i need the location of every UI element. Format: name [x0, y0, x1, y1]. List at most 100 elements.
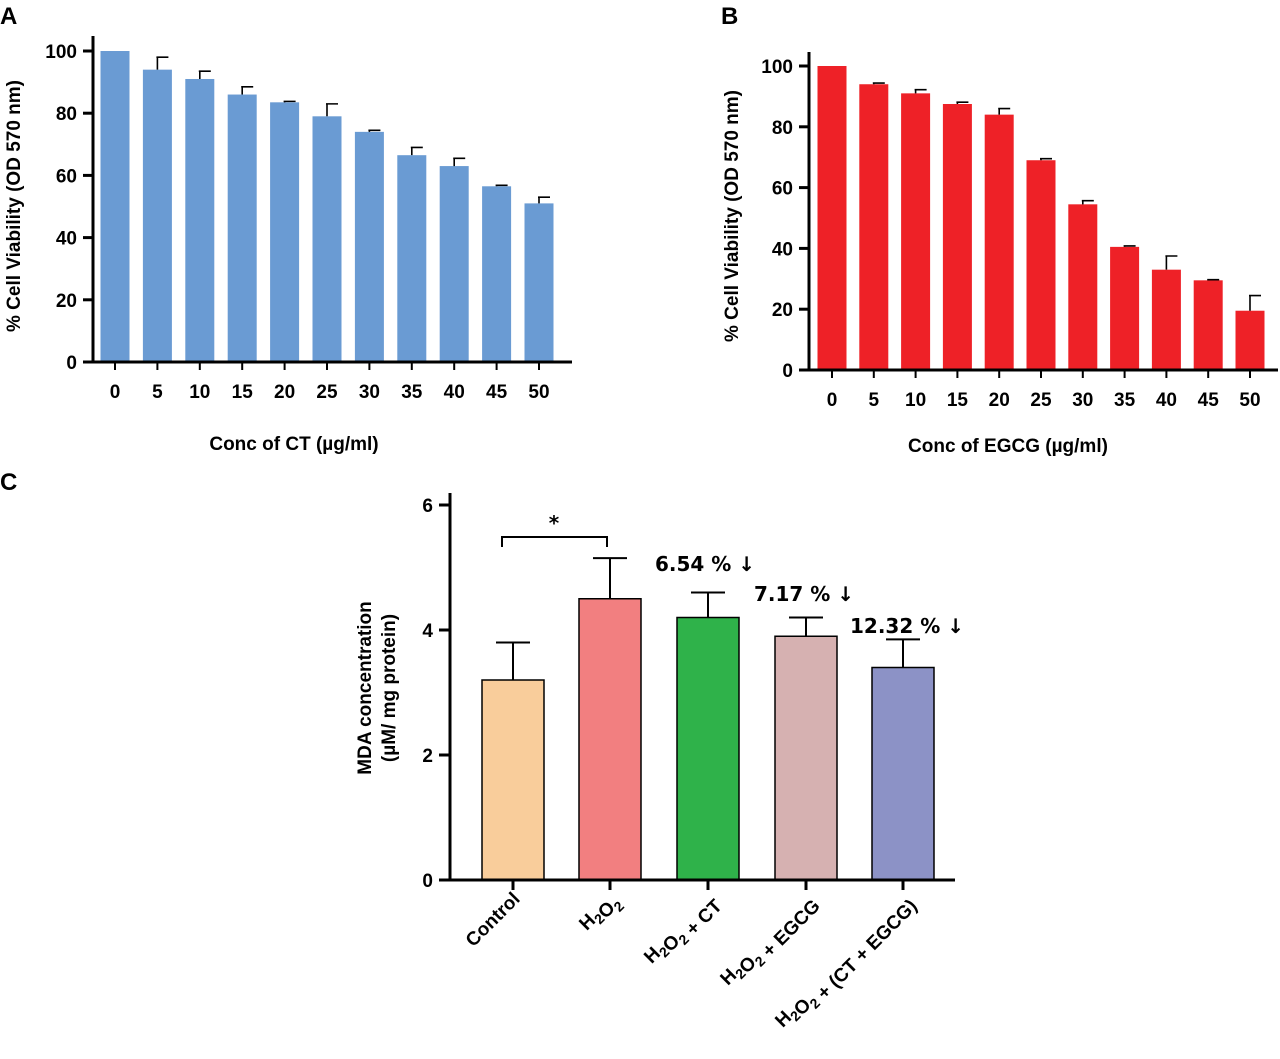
- b-bar-50: [1235, 310, 1265, 370]
- panel-a-x-title: Conc of CT (µg/ml): [209, 434, 378, 455]
- b-x-tick-label: 15: [947, 390, 969, 411]
- panel-c-y-title-line2: (µM/ mg protein): [379, 614, 400, 762]
- a-error-bar-30: [368, 129, 381, 132]
- b-bar-10: [901, 93, 931, 371]
- a-y-tick-label: 80: [56, 104, 77, 125]
- a-error-bar-5: [156, 56, 169, 70]
- a-bar-5: [142, 69, 172, 362]
- panel-b-x-title: Conc of EGCG (µg/ml): [908, 436, 1108, 457]
- a-x-tick-label: 0: [110, 382, 121, 403]
- panel-c-error-bar-4: [886, 638, 920, 668]
- panel-letter-a: A: [0, 3, 17, 30]
- a-x-tick-label: 50: [528, 382, 549, 403]
- panel-c-y-ticks: 0 2 4 6: [422, 496, 450, 892]
- a-y-tick-label: 0: [66, 353, 77, 374]
- panel-a-y-title: % Cell Viability (OD 570 nm): [4, 80, 25, 332]
- panel-c-bar-4: [871, 666, 935, 881]
- panel-c-error-bar-3: [789, 616, 823, 637]
- b-y-tick-label: 40: [772, 239, 793, 260]
- panel-letter-b: B: [721, 3, 738, 30]
- reduction-label-combo: 12.32 % ↓: [850, 614, 964, 638]
- a-bar-45: [482, 186, 512, 362]
- panel-c-x-label-0: Control: [462, 889, 525, 952]
- a-bar-25: [312, 116, 342, 362]
- a-bar-40: [439, 166, 469, 362]
- b-x-tick-label: 35: [1114, 390, 1136, 411]
- b-error-bar-40: [1165, 255, 1178, 270]
- a-y-tick-label: 40: [56, 229, 77, 250]
- b-x-tick-label: 45: [1198, 390, 1220, 411]
- b-error-bar-30: [1081, 199, 1094, 205]
- b-bar-25: [1026, 160, 1056, 370]
- reduction-label-ct: 6.54 % ↓: [655, 552, 755, 576]
- b-y-tick-label: 0: [782, 361, 793, 382]
- b-x-tick-label: 0: [827, 390, 838, 411]
- b-error-bar-45: [1207, 278, 1220, 281]
- b-error-bar-15: [956, 101, 969, 104]
- b-y-tick-label: 60: [772, 179, 793, 200]
- a-x-tick-label: 30: [359, 382, 380, 403]
- b-x-tick-label: 5: [869, 390, 880, 411]
- b-error-bar-35: [1123, 245, 1136, 247]
- a-y-tick-label: 60: [56, 166, 77, 187]
- panel-c-bar-1: [578, 598, 642, 881]
- panel-c-bar-2: [676, 616, 740, 881]
- b-error-bar-50: [1249, 294, 1261, 311]
- b-y-tick-label: 20: [772, 300, 793, 321]
- panel-c-bar-0: [481, 679, 545, 881]
- b-bar-15: [942, 104, 972, 370]
- b-bar-40: [1151, 269, 1181, 370]
- a-x-tick-label: 35: [401, 382, 423, 403]
- b-y-tick-label: 80: [772, 118, 793, 139]
- a-y-tick-label: 100: [45, 42, 77, 63]
- b-error-bar-20: [998, 107, 1011, 115]
- panel-c-error-bar-2: [691, 591, 725, 618]
- panel-b-y-ticks: 0 20 40 60 80 100: [761, 57, 809, 382]
- b-error-bar-25: [1040, 157, 1052, 161]
- panel-a: A 0 20 40 60 80 100 0 5 10 15 20 25 30 35 40 45 50 Conc…: [0, 3, 572, 455]
- b-x-tick-label: 40: [1156, 390, 1177, 411]
- b-x-tick-label: 25: [1030, 390, 1052, 411]
- panel-c-x-label-2: H2O2 + CT: [640, 888, 727, 975]
- a-x-tick-label: 45: [486, 382, 508, 403]
- a-x-tick-label: 5: [152, 382, 163, 403]
- a-bar-35: [397, 155, 427, 362]
- panel-c-y-tick-label: 2: [422, 746, 433, 767]
- panel-letter-c: C: [0, 469, 17, 496]
- panel-c-bars: [481, 557, 935, 881]
- a-error-bar-25: [326, 103, 338, 117]
- b-x-tick-label: 50: [1239, 390, 1260, 411]
- a-bar-0: [100, 51, 130, 362]
- panel-c-x-label-3: H2O2 + EGCG: [717, 889, 825, 997]
- a-x-tick-label: 25: [316, 382, 338, 403]
- b-bar-20: [984, 114, 1014, 370]
- panel-a-bars: [100, 51, 554, 363]
- panel-c-y-tick-label: 4: [422, 621, 433, 642]
- a-error-bar-35: [410, 146, 423, 156]
- panel-b-bars: [817, 66, 1265, 371]
- panel-a-x-ticks: 0 5 10 15 20 25 30 35 40 45 50: [110, 362, 550, 403]
- b-x-tick-label: 30: [1072, 390, 1093, 411]
- panel-c-y-title-line1: MDA concentration: [355, 601, 376, 774]
- panel-c-x-label-1: H2O2: [575, 889, 627, 941]
- a-x-tick-label: 10: [189, 382, 210, 403]
- panel-b-x-ticks: 0 5 10 15 20 25 30 35 40 45 50: [827, 370, 1261, 411]
- a-error-bar-20: [283, 100, 296, 103]
- a-x-tick-label: 15: [232, 382, 254, 403]
- b-bar-30: [1068, 204, 1098, 370]
- b-bar-0: [817, 66, 847, 370]
- panel-b-y-title: % Cell Viability (OD 570 nm): [722, 90, 743, 342]
- a-x-tick-label: 20: [274, 382, 295, 403]
- b-x-tick-label: 10: [905, 390, 926, 411]
- a-error-bar-50: [538, 196, 550, 204]
- panel-a-y-ticks: 0 20 40 60 80 100: [45, 42, 93, 374]
- significance-bracket: [501, 536, 608, 547]
- significance-star: *: [549, 511, 560, 535]
- b-bar-35: [1110, 246, 1140, 370]
- a-error-bar-45: [495, 184, 508, 187]
- panel-c-error-bar-1: [593, 557, 627, 599]
- panel-c-error-bar-0: [496, 641, 530, 680]
